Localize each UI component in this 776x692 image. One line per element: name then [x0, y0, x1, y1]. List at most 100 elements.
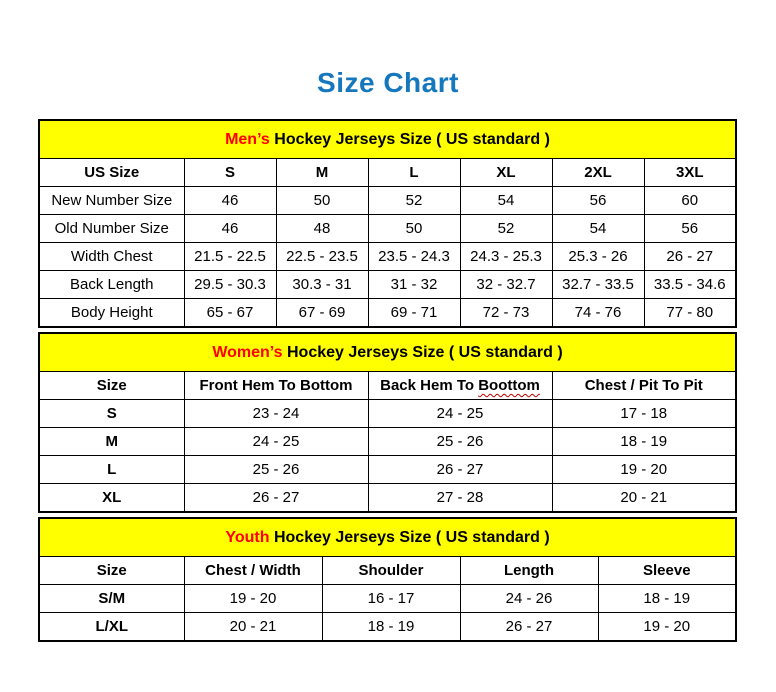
size-value-cell: 52	[367, 186, 461, 215]
row-label: Back Length	[38, 270, 185, 299]
size-value-cell: 56	[643, 214, 737, 243]
size-value-cell: 32.7 - 33.5	[551, 270, 645, 299]
size-value-cell: 26 - 27	[459, 612, 599, 642]
size-value-cell: 72 - 73	[459, 298, 553, 328]
youth-size-table: Youth Hockey Jerseys Size ( US standard …	[38, 517, 738, 642]
row-label: Old Number Size	[38, 214, 185, 243]
table-row: Old Number Size 46 48 50 52 54 56	[38, 214, 737, 243]
size-value-cell: 17 - 18	[551, 399, 737, 428]
womens-table-title-accent: Women’s	[212, 343, 283, 361]
size-value-cell: 26 - 27	[367, 455, 553, 484]
size-value-cell: 32 - 32.7	[459, 270, 553, 299]
size-value-cell: 33.5 - 34.6	[643, 270, 737, 299]
size-value-cell: 24 - 25	[367, 399, 553, 428]
youth-table-title-accent: Youth	[225, 528, 270, 546]
size-value-cell: 22.5 - 23.5	[275, 242, 369, 271]
size-value-cell: 77 - 80	[643, 298, 737, 328]
column-header-misspelled: Back Hem To Boottom	[367, 371, 553, 400]
row-label: L	[38, 455, 185, 484]
size-value-cell: 24 - 25	[183, 427, 369, 456]
mens-size-table: Men’s Hockey Jerseys Size ( US standard …	[38, 119, 738, 328]
size-value-cell: 18 - 19	[321, 612, 461, 642]
size-value-cell: 23.5 - 24.3	[367, 242, 461, 271]
column-header: 2XL	[551, 158, 645, 187]
size-value-cell: 65 - 67	[183, 298, 277, 328]
row-label: Width Chest	[38, 242, 185, 271]
size-value-cell: 25.3 - 26	[551, 242, 645, 271]
table-row: L 25 - 26 26 - 27 19 - 20	[38, 455, 737, 484]
size-value-cell: 46	[183, 214, 277, 243]
size-value-cell: 30.3 - 31	[275, 270, 369, 299]
row-label: S	[38, 399, 185, 428]
column-header: Size	[38, 371, 185, 400]
row-label: M	[38, 427, 185, 456]
womens-table-title: Women’s Hockey Jerseys Size ( US standar…	[38, 332, 737, 372]
size-value-cell: 21.5 - 22.5	[183, 242, 277, 271]
table-row: Body Height 65 - 67 67 - 69 69 - 71 72 -…	[38, 298, 737, 328]
size-value-cell: 54	[459, 186, 553, 215]
table-row: New Number Size 46 50 52 54 56 60	[38, 186, 737, 215]
column-header: Length	[459, 556, 599, 585]
size-value-cell: 25 - 26	[367, 427, 553, 456]
size-value-cell: 29.5 - 30.3	[183, 270, 277, 299]
mens-table-title-accent: Men’s	[225, 130, 270, 148]
mens-table-title-rest: Hockey Jerseys Size ( US standard )	[274, 130, 550, 148]
youth-table-band: Youth Hockey Jerseys Size ( US standard …	[38, 517, 737, 557]
size-value-cell: 69 - 71	[367, 298, 461, 328]
column-header: Front Hem To Bottom	[183, 371, 369, 400]
size-value-cell: 19 - 20	[183, 584, 323, 613]
column-header: M	[275, 158, 369, 187]
size-value-cell: 16 - 17	[321, 584, 461, 613]
size-value-cell: 48	[275, 214, 369, 243]
size-value-cell: 50	[367, 214, 461, 243]
back-hem-misspelled-word: Boottom	[478, 377, 540, 394]
size-value-cell: 20 - 21	[551, 483, 737, 513]
size-value-cell: 18 - 19	[551, 427, 737, 456]
size-value-cell: 54	[551, 214, 645, 243]
table-row: L/XL 20 - 21 18 - 19 26 - 27 19 - 20	[38, 612, 737, 642]
youth-table-title-rest: Hockey Jerseys Size ( US standard )	[273, 528, 550, 546]
size-value-cell: 24.3 - 25.3	[459, 242, 553, 271]
womens-header-row: Size Front Hem To Bottom Back Hem To Boo…	[38, 371, 737, 400]
size-value-cell: 26 - 27	[643, 242, 737, 271]
size-value-cell: 46	[183, 186, 277, 215]
column-header: Chest / Pit To Pit	[551, 371, 737, 400]
table-row: S 23 - 24 24 - 25 17 - 18	[38, 399, 737, 428]
size-value-cell: 23 - 24	[183, 399, 369, 428]
size-value-cell: 50	[275, 186, 369, 215]
column-header: S	[183, 158, 277, 187]
column-header: Chest / Width	[183, 556, 323, 585]
column-header: Shoulder	[321, 556, 461, 585]
size-value-cell: 27 - 28	[367, 483, 553, 513]
mens-table-title: Men’s Hockey Jerseys Size ( US standard …	[38, 119, 737, 159]
size-value-cell: 56	[551, 186, 645, 215]
row-label: XL	[38, 483, 185, 513]
size-value-cell: 24 - 26	[459, 584, 599, 613]
row-label: New Number Size	[38, 186, 185, 215]
size-value-cell: 74 - 76	[551, 298, 645, 328]
page-title: Size Chart	[317, 67, 459, 98]
table-row: S/M 19 - 20 16 - 17 24 - 26 18 - 19	[38, 584, 737, 613]
womens-size-table: Women’s Hockey Jerseys Size ( US standar…	[38, 332, 737, 513]
womens-table-title-rest: Hockey Jerseys Size ( US standard )	[287, 343, 563, 361]
row-label: Body Height	[38, 298, 185, 328]
youth-header-row: Size Chest / Width Shoulder Length Sleev…	[38, 556, 737, 585]
table-row: Width Chest 21.5 - 22.5 22.5 - 23.5 23.5…	[38, 242, 737, 271]
size-value-cell: 52	[459, 214, 553, 243]
back-hem-label: Back Hem To	[380, 377, 475, 394]
size-value-cell: 19 - 20	[551, 455, 737, 484]
size-value-cell: 18 - 19	[597, 584, 737, 613]
column-header: US Size	[38, 158, 185, 187]
table-row: XL 26 - 27 27 - 28 20 - 21	[38, 483, 737, 513]
womens-table-band: Women’s Hockey Jerseys Size ( US standar…	[38, 332, 737, 372]
mens-header-row: US Size S M L XL 2XL 3XL	[38, 158, 737, 187]
column-header: XL	[459, 158, 553, 187]
size-value-cell: 67 - 69	[275, 298, 369, 328]
size-value-cell: 31 - 32	[367, 270, 461, 299]
column-header: 3XL	[643, 158, 737, 187]
size-value-cell: 26 - 27	[183, 483, 369, 513]
size-value-cell: 20 - 21	[183, 612, 323, 642]
mens-table-band: Men’s Hockey Jerseys Size ( US standard …	[38, 119, 737, 159]
row-label: L/XL	[38, 612, 185, 642]
